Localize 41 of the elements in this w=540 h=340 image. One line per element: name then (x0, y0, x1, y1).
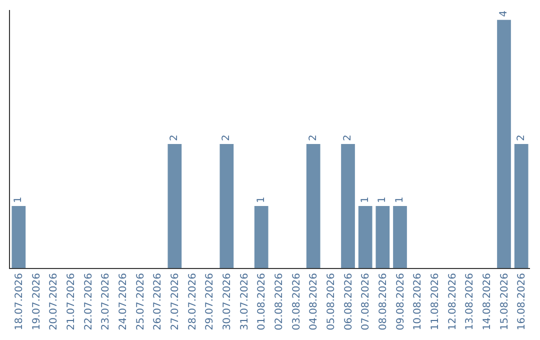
x-tick-label: 30.07.2026 (222, 273, 233, 330)
x-tick-label: 04.08.2026 (308, 273, 320, 330)
x-tick-label: 12.08.2026 (447, 273, 458, 330)
data-label: 2 (308, 134, 319, 141)
x-tick-label: 23.07.2026 (100, 273, 112, 330)
x-tick-label: 22.07.2026 (83, 273, 94, 330)
x-tick-label: 07.08.2026 (360, 273, 372, 330)
x-tick-label: 13.08.2026 (464, 273, 476, 330)
x-tick-label: 28.07.2026 (187, 273, 198, 330)
x-tick-label: 09.08.2026 (395, 273, 406, 330)
data-label: 2 (169, 134, 180, 141)
x-tick-label: 03.08.2026 (291, 273, 302, 330)
x-tick-label: 21.07.2026 (66, 273, 77, 330)
x-tick-label: 08.08.2026 (378, 273, 389, 330)
data-label: 1 (394, 196, 406, 203)
x-tick-label: 01.08.2026 (256, 273, 268, 330)
x-tick-label: 25.07.2026 (135, 273, 146, 330)
x-tick-label: 16.08.2026 (516, 273, 528, 330)
x-tick-label: 19.07.2026 (31, 273, 42, 330)
x-tick-label: 10.08.2026 (412, 273, 424, 330)
data-label: 1 (256, 196, 267, 203)
x-tick-label: 18.07.2026 (14, 273, 25, 330)
x-tick-label: 11.08.2026 (430, 273, 441, 330)
x-tick-label: 27.07.2026 (170, 273, 181, 330)
x-tick-label: 14.08.2026 (482, 273, 493, 330)
x-tick-label: 29.07.2026 (204, 273, 216, 330)
data-label: 4 (498, 10, 510, 17)
x-tick-label: 15.08.2026 (499, 273, 510, 330)
x-tick-label: 06.08.2026 (343, 273, 354, 330)
x-tick-label: 31.07.2026 (239, 273, 250, 330)
x-tick-label: 02.08.2026 (274, 273, 285, 330)
data-label: 1 (13, 196, 24, 203)
data-label: 2 (516, 134, 527, 141)
data-label: 2 (221, 134, 232, 141)
data-label: 1 (377, 196, 388, 203)
x-tick-label: 20.07.2026 (48, 273, 60, 330)
data-label: 1 (360, 196, 371, 203)
x-tick-label: 05.08.2026 (326, 273, 337, 330)
x-tick-label: 24.07.2026 (118, 273, 129, 330)
data-label: 2 (342, 134, 354, 141)
x-tick-label: 26.07.2026 (152, 273, 164, 330)
